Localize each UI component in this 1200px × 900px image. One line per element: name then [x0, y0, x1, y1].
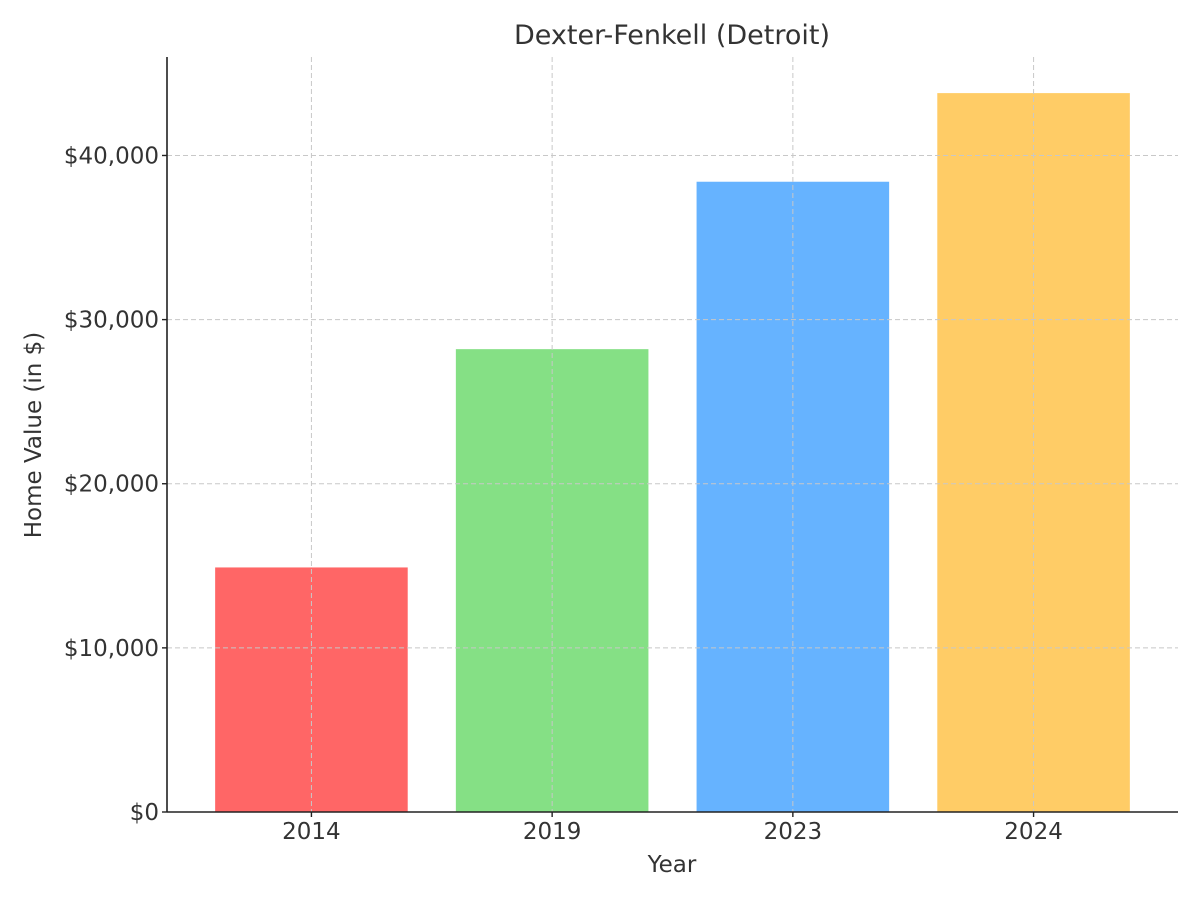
- axes: [166, 57, 1178, 813]
- y-tick-label: $20,000: [64, 472, 159, 498]
- chart-title: Dexter-Fenkell (Detroit): [514, 20, 830, 51]
- x-tick-label: 2024: [1004, 819, 1063, 845]
- y-tick-label: $0: [130, 800, 159, 826]
- y-tick-labels: $0 $10,000 $20,000 $30,000 $40,000: [64, 143, 167, 826]
- y-tick-label: $40,000: [64, 143, 159, 169]
- x-tick-labels: 2014 2019 2023 2024: [282, 812, 1063, 845]
- bars: [215, 93, 1130, 812]
- y-tick-label: $10,000: [64, 636, 159, 662]
- grid: [167, 57, 1178, 812]
- y-tick-label: $30,000: [64, 308, 159, 334]
- x-tick-label: 2019: [523, 819, 582, 845]
- y-axis-label: Home Value (in $): [21, 332, 47, 539]
- x-tick-label: 2014: [282, 819, 341, 845]
- x-axis-label: Year: [647, 852, 697, 878]
- x-tick-label: 2023: [764, 819, 823, 845]
